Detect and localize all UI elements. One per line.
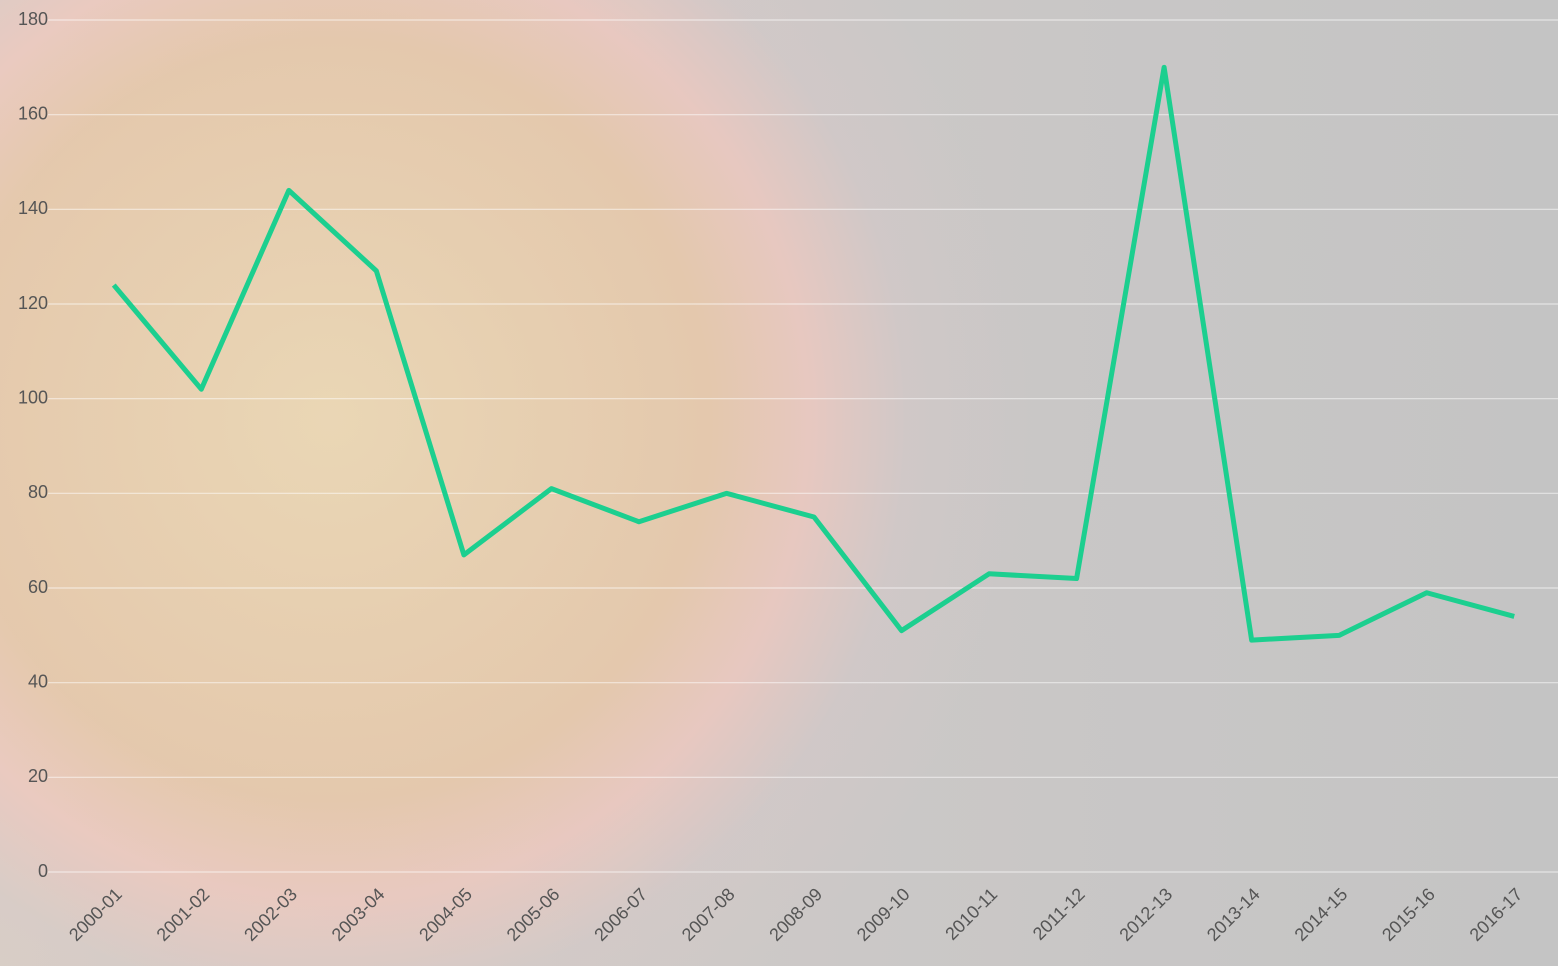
x-tick-label: 2010-11 bbox=[941, 884, 1001, 944]
y-tick-label: 140 bbox=[18, 198, 48, 218]
x-tick-label: 2004-05 bbox=[415, 884, 476, 945]
y-tick-label: 80 bbox=[28, 482, 48, 502]
x-tick-label: 2002-03 bbox=[240, 884, 301, 945]
x-tick-label: 2008-09 bbox=[765, 884, 826, 945]
x-tick-label: 2015-16 bbox=[1378, 884, 1439, 945]
x-tick-label: 2000-01 bbox=[65, 884, 126, 945]
x-tick-label: 2014-15 bbox=[1291, 884, 1352, 945]
x-tick-label: 2001-02 bbox=[153, 884, 214, 945]
x-tick-label: 2013-14 bbox=[1203, 884, 1264, 945]
x-tick-label: 2009-10 bbox=[853, 884, 914, 945]
x-tick-label: 2016-17 bbox=[1466, 884, 1527, 945]
x-tick-label: 2006-07 bbox=[590, 884, 651, 945]
y-tick-label: 20 bbox=[28, 766, 48, 786]
x-tick-label: 2005-06 bbox=[503, 884, 564, 945]
y-tick-label: 180 bbox=[18, 9, 48, 29]
y-tick-label: 0 bbox=[38, 861, 48, 881]
y-tick-label: 160 bbox=[18, 103, 48, 123]
data-line bbox=[111, 64, 1515, 643]
x-tick-label: 2012-13 bbox=[1115, 884, 1176, 945]
y-tick-label: 40 bbox=[28, 671, 48, 691]
y-tick-label: 120 bbox=[18, 293, 48, 313]
y-tick-label: 60 bbox=[28, 577, 48, 597]
x-tick-label: 2003-04 bbox=[328, 884, 389, 945]
x-tick-label: 2011-12 bbox=[1029, 884, 1089, 944]
x-tick-label: 2007-08 bbox=[678, 884, 739, 945]
y-tick-label: 100 bbox=[18, 387, 48, 407]
